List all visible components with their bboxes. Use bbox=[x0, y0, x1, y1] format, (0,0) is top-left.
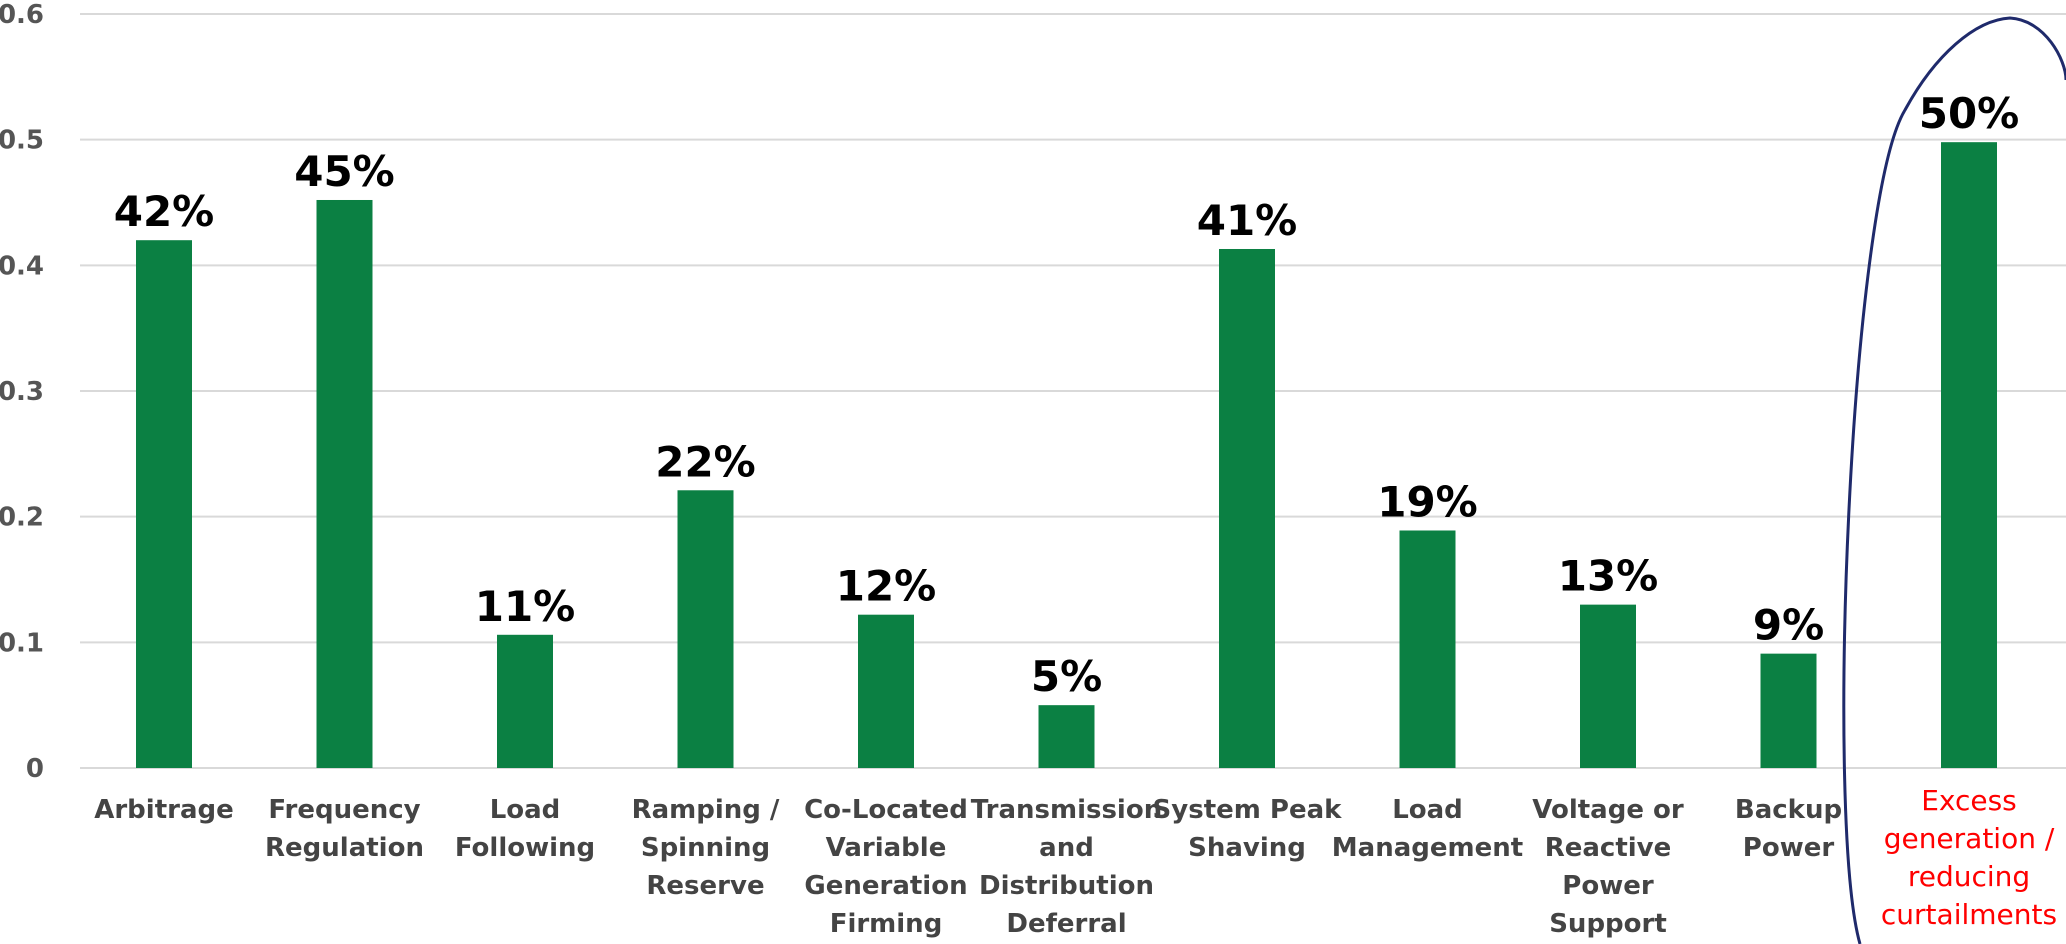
category-label-line: Reserve bbox=[646, 871, 764, 901]
category-label: Transmission and Distribution Deferral bbox=[971, 795, 1162, 939]
category-label-line: Co-Located bbox=[804, 795, 968, 825]
category-label-line: Arbitrage bbox=[94, 795, 234, 825]
bar bbox=[1941, 142, 1997, 768]
category-label: Co-Located Variable Generation Firming bbox=[804, 795, 968, 939]
bar bbox=[858, 614, 914, 768]
category-label: Arbitrage bbox=[94, 795, 234, 825]
category-label-line: Excess bbox=[1921, 784, 2017, 817]
y-tick-label: 0.4 bbox=[0, 251, 44, 281]
bar bbox=[1038, 705, 1095, 768]
gridlines bbox=[80, 13, 2066, 769]
y-tick-label: 0.3 bbox=[0, 377, 44, 407]
category-label: Frequency Regulation bbox=[265, 795, 424, 863]
y-tick-label: 0.6 bbox=[0, 0, 44, 30]
bars bbox=[136, 142, 1997, 768]
bar bbox=[136, 240, 192, 768]
bar bbox=[497, 634, 553, 768]
bar bbox=[1399, 530, 1456, 768]
data-label: 13% bbox=[1558, 552, 1659, 601]
category-label-highlighted: Excess generation / reducing curtailments bbox=[1881, 784, 2057, 931]
category-label-line: Load bbox=[1392, 795, 1463, 825]
y-tick-label: 0.5 bbox=[0, 126, 44, 156]
y-axis-tick-labels: 0 0.1 0.2 0.3 0.4 0.5 0.6 bbox=[0, 0, 44, 784]
data-label: 5% bbox=[1031, 652, 1102, 701]
category-label-line: Spinning bbox=[641, 833, 770, 863]
category-label-line: Power bbox=[1562, 871, 1654, 901]
bar bbox=[1219, 248, 1275, 768]
bar bbox=[1580, 604, 1636, 768]
x-axis-category-labels: Arbitrage Frequency Regulation Load Followin… bbox=[94, 784, 2057, 939]
category-label-line: reducing bbox=[1908, 860, 2030, 893]
data-label: 50% bbox=[1919, 89, 2020, 138]
category-label-line: Following bbox=[455, 833, 595, 863]
data-label: 41% bbox=[1197, 196, 1298, 245]
category-label-line: Regulation bbox=[265, 833, 424, 863]
data-label: 11% bbox=[475, 582, 576, 631]
category-label: Voltage or Reactive Power Support bbox=[1532, 795, 1684, 939]
category-label-line: Transmission bbox=[971, 795, 1162, 825]
data-label: 22% bbox=[655, 437, 756, 486]
category-label-line: Reactive bbox=[1545, 833, 1672, 863]
category-label-line: Generation bbox=[804, 871, 967, 901]
category-label: Load Management bbox=[1332, 795, 1523, 863]
bar bbox=[1760, 653, 1817, 768]
category-label-line: Shaving bbox=[1188, 833, 1306, 863]
y-tick-label: 0 bbox=[26, 754, 44, 784]
y-tick-label: 0.1 bbox=[0, 628, 44, 658]
category-label-line: Distribution bbox=[979, 871, 1154, 901]
data-label: 45% bbox=[294, 147, 395, 196]
y-tick-label: 0.2 bbox=[0, 503, 44, 533]
category-label-line: and bbox=[1039, 833, 1094, 863]
category-label-line: Variable bbox=[826, 833, 947, 863]
category-label-line: Firming bbox=[830, 909, 943, 939]
category-label-line: Voltage or bbox=[1532, 795, 1684, 825]
data-label: 19% bbox=[1377, 477, 1478, 526]
category-label-line: Load bbox=[490, 795, 561, 825]
category-label: Load Following bbox=[455, 795, 595, 863]
bar bbox=[316, 199, 373, 768]
category-label-line: Backup bbox=[1735, 795, 1842, 825]
category-label-line: Power bbox=[1743, 833, 1835, 863]
category-label: Ramping / Spinning Reserve bbox=[632, 795, 780, 901]
bar bbox=[677, 490, 734, 768]
category-label-line: System Peak bbox=[1153, 795, 1343, 825]
category-label-line: Support bbox=[1549, 909, 1667, 939]
highlight-oval-outline bbox=[1842, 16, 2066, 944]
category-label-line: Ramping / bbox=[632, 795, 780, 825]
category-label: System Peak Shaving bbox=[1153, 795, 1343, 863]
category-label-line: generation / bbox=[1884, 822, 2055, 855]
data-label: 12% bbox=[836, 562, 937, 611]
data-label: 9% bbox=[1753, 601, 1824, 650]
highlight-outline bbox=[1842, 16, 2066, 944]
category-label-line: Management bbox=[1332, 833, 1523, 863]
data-label: 42% bbox=[114, 187, 215, 236]
category-label-line: Deferral bbox=[1006, 909, 1126, 939]
category-label: Backup Power bbox=[1735, 795, 1842, 863]
category-label-line: curtailments bbox=[1881, 898, 2057, 931]
category-label-line: Frequency bbox=[268, 795, 420, 825]
data-labels: 42% 45% 11% 22% 12% 5% 41% 19% 13% 9% 50% bbox=[114, 89, 2020, 701]
